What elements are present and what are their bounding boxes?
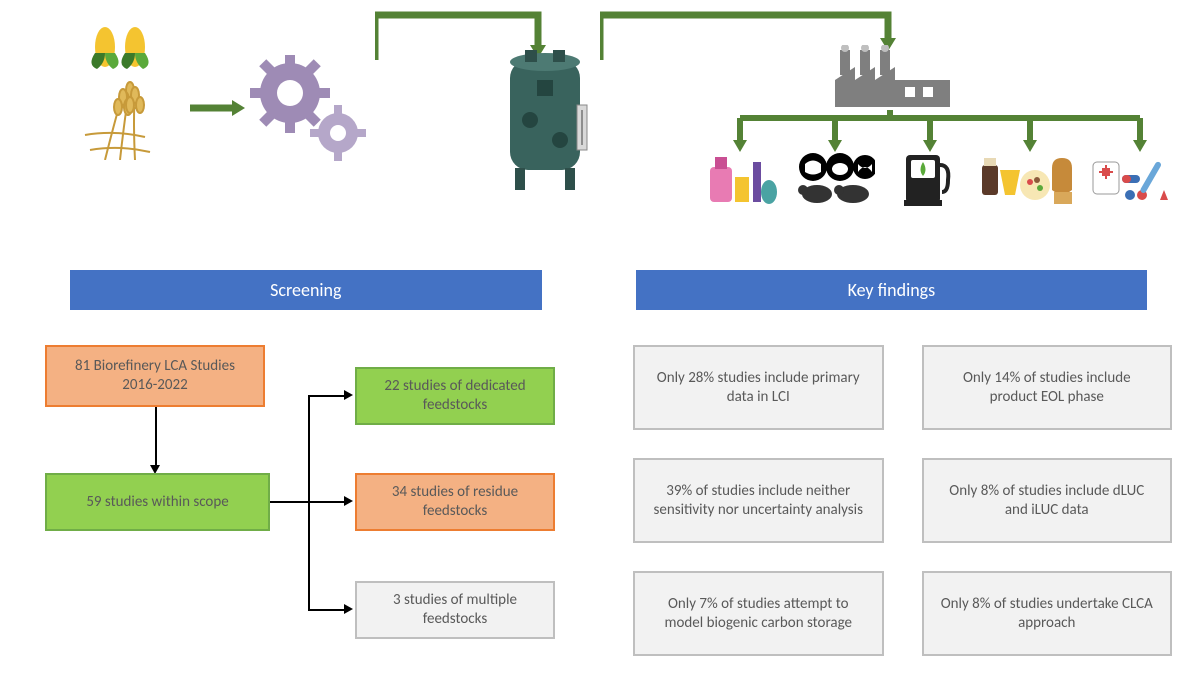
pharma-products-icon — [1090, 150, 1175, 208]
finding-text: Only 14% of studies include product EOL … — [938, 369, 1157, 407]
feedstock-crops-icon — [75, 25, 185, 160]
finding-text: Only 28% studies include primary data in… — [649, 369, 868, 407]
screening-branch-text: 22 studies of dedicated feedstocks — [367, 377, 543, 415]
screening-branch-box: 22 studies of dedicated feedstocks — [355, 367, 555, 425]
process-flow-diagram — [0, 0, 1200, 210]
screening-root-text: 81 Biorefinery LCA Studies 2016-2022 — [57, 357, 253, 395]
screening-branch-text: 34 studies of residue feedstocks — [367, 483, 543, 521]
findings-header: Key findings — [636, 270, 1147, 310]
finding-text: Only 8% of studies include dLUC and iLUC… — [938, 482, 1157, 520]
finding-text: Only 7% of studies attempt to model biog… — [649, 595, 868, 633]
animal-feed-icon — [795, 152, 875, 207]
cosmetics-products-icon — [705, 152, 780, 207]
screening-header: Screening — [70, 270, 542, 310]
finding-text: Only 8% of studies undertake CLCA approa… — [938, 595, 1157, 633]
findings-panel: Key findings Only 28% studies include pr… — [625, 245, 1180, 675]
food-products-icon — [980, 150, 1075, 208]
factory-icon — [835, 45, 950, 110]
findings-grid: Only 28% studies include primary data in… — [625, 335, 1180, 656]
flow-fanout-arrows-icon — [720, 110, 1160, 155]
finding-box: 39% of studies include neither sensitivi… — [633, 458, 884, 543]
screening-branch-box: 34 studies of residue feedstocks — [355, 473, 555, 531]
bioreactor-icon — [495, 50, 595, 195]
finding-box: Only 28% studies include primary data in… — [633, 345, 884, 430]
biofuel-pump-icon — [898, 150, 958, 208]
finding-box: Only 14% of studies include product EOL … — [922, 345, 1173, 430]
screening-branch-box: 3 studies of multiple feedstocks — [355, 581, 555, 639]
screening-root-box: 81 Biorefinery LCA Studies 2016-2022 — [45, 345, 265, 407]
finding-box: Only 8% of studies include dLUC and iLUC… — [922, 458, 1173, 543]
screening-panel: Screening 81 Biorefinery LCA Studies 201… — [20, 245, 575, 675]
screening-branch-text: 3 studies of multiple feedstocks — [367, 591, 543, 629]
screening-scope-box: 59 studies within scope — [45, 473, 270, 531]
finding-box: Only 8% of studies undertake CLCA approa… — [922, 571, 1173, 656]
finding-text: 39% of studies include neither sensitivi… — [649, 482, 868, 520]
flow-arrow-icon — [190, 98, 245, 118]
screening-tree: 81 Biorefinery LCA Studies 2016-2022 59 … — [20, 335, 575, 675]
screening-scope-text: 59 studies within scope — [86, 493, 228, 512]
finding-box: Only 7% of studies attempt to model biog… — [633, 571, 884, 656]
gears-icon — [250, 55, 370, 165]
